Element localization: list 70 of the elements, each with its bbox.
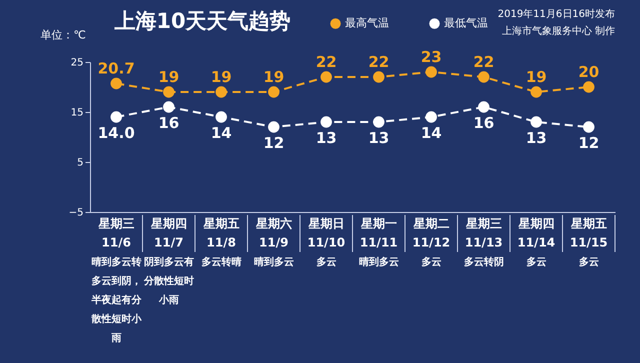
x-tick-label: 星期一 11/11 (360, 216, 398, 250)
point (110, 78, 122, 90)
point (163, 86, 174, 98)
data-label: 12 (578, 134, 600, 152)
data-label: 14.0 (98, 124, 135, 142)
point (268, 121, 280, 133)
point (530, 116, 542, 128)
point (110, 111, 122, 123)
data-label: 13 (368, 129, 390, 147)
text: 多云转晴 (201, 256, 242, 268)
data-label: 16 (158, 114, 180, 132)
chart-title: 上海10天天气趋势 (113, 9, 291, 33)
point (426, 66, 437, 78)
x-tick-label: 星期日 11/10 (307, 216, 346, 250)
data-label: 20.7 (98, 60, 135, 78)
text: 多云 (421, 256, 442, 268)
y-tick-label: 15 (70, 108, 84, 118)
data-label: 19 (210, 68, 232, 86)
point (320, 71, 332, 83)
legend-label: 最高气温 (345, 16, 389, 30)
x-tick-label: 星期四 11/7 (150, 216, 187, 250)
text: 晴到多云 (254, 256, 294, 268)
data-label: 13 (316, 129, 337, 147)
point (478, 71, 490, 83)
point (373, 116, 384, 128)
data-label: 22 (473, 53, 494, 71)
point (216, 111, 227, 123)
point (320, 116, 332, 128)
text: 晴到多云转多云到阴，半夜起有分散性短时小雨 (90, 256, 142, 344)
data-label: 19 (263, 68, 284, 86)
point (583, 121, 594, 133)
data-label: 19 (526, 68, 547, 86)
data-label: 14 (420, 124, 442, 142)
text: 晴到多云 (358, 256, 399, 268)
y-axis-title: 单位：℃ (40, 28, 86, 42)
text: 多云 (526, 256, 546, 268)
data-label: 13 (526, 129, 547, 147)
point (478, 101, 490, 113)
x-tick-label: 星期三 11/6 (97, 216, 134, 250)
text: 上海市气象服务中心 制作 (502, 25, 615, 37)
x-tick-label: 星期五 11/8 (202, 216, 240, 250)
y-tick-label: 5 (77, 158, 84, 168)
x-tick-label: 星期三 11/13 (464, 216, 503, 250)
x-tick-label: 星期六 11/9 (254, 216, 292, 250)
x-tick-label: 星期二 11/12 (412, 216, 450, 250)
point (216, 86, 227, 98)
point (530, 86, 542, 98)
y-tick-label: 25 (70, 58, 84, 68)
text: 多云 (578, 256, 599, 268)
x-tick-label: 星期四 11/14 (517, 216, 556, 250)
text: 阴到多云有分散性短时小雨 (142, 256, 194, 306)
data-label: 16 (473, 114, 494, 132)
point (163, 101, 174, 113)
text: 2019年11月6日16时发布 (498, 8, 615, 20)
data-label: 22 (316, 53, 337, 71)
point (426, 111, 437, 123)
point (583, 81, 594, 93)
data-label: 12 (263, 134, 284, 152)
data-label: 19 (158, 68, 180, 86)
x-tick-label: 星期五 11/15 (570, 216, 608, 250)
legend-label: 最低气温 (444, 16, 488, 30)
text: 多云 (316, 256, 336, 268)
text: 多云转阴 (464, 256, 504, 268)
data-label: 20 (578, 63, 600, 81)
data-label: 14 (210, 124, 232, 142)
point (373, 71, 384, 83)
data-label: 23 (420, 48, 442, 66)
point (268, 86, 280, 98)
data-label: 22 (368, 53, 390, 71)
y-tick-label: −5 (68, 208, 84, 218)
